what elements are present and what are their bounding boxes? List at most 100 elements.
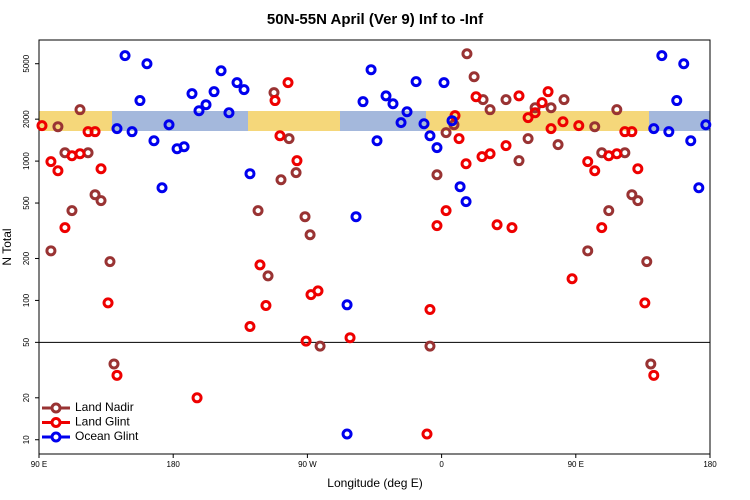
point [678, 58, 690, 70]
point [102, 297, 114, 309]
point [300, 335, 312, 347]
point [274, 130, 286, 142]
point [312, 285, 324, 297]
point [424, 130, 436, 142]
y-tick-label: 2000 [22, 110, 31, 128]
x-tick-label: 90 W [298, 460, 317, 469]
point [244, 320, 256, 332]
point [395, 117, 407, 129]
point [74, 104, 86, 116]
point [141, 58, 153, 70]
point [215, 65, 227, 77]
point [418, 118, 430, 130]
point [252, 205, 264, 217]
point [186, 88, 198, 100]
point [700, 119, 712, 131]
point [484, 148, 496, 160]
point [648, 123, 660, 135]
point [648, 369, 660, 381]
x-tick-label: 180 [167, 460, 181, 469]
point [557, 116, 569, 128]
point [231, 77, 243, 89]
point [611, 148, 623, 160]
point [693, 182, 705, 194]
point [193, 105, 205, 117]
point [66, 205, 78, 217]
point [126, 126, 138, 138]
point [299, 211, 311, 223]
legend-label: Land Glint [75, 415, 130, 429]
point [552, 139, 564, 151]
x-tick-label: 90 E [31, 460, 47, 469]
y-tick-label: 100 [22, 293, 31, 307]
point [656, 50, 668, 62]
point [491, 219, 503, 231]
point [371, 135, 383, 147]
plot-frame [38, 39, 711, 455]
point [529, 107, 541, 119]
point [626, 126, 638, 138]
point [558, 94, 570, 106]
point [513, 155, 525, 167]
point [262, 270, 274, 282]
y-tick-label: 1000 [22, 152, 31, 170]
point [453, 133, 465, 145]
chart-title: 50N-55N April (Ver 9) Inf to -Inf [267, 11, 484, 28]
point [431, 220, 443, 232]
point [431, 169, 443, 181]
point [440, 127, 452, 139]
point [566, 273, 578, 285]
point [52, 121, 64, 133]
point [148, 135, 160, 147]
legend-marker [50, 431, 62, 443]
point [639, 297, 651, 309]
point [410, 76, 422, 88]
point [269, 95, 281, 107]
point [460, 158, 472, 170]
point [341, 428, 353, 440]
y-tick-label: 500 [22, 196, 31, 210]
point [200, 99, 212, 111]
point [223, 107, 235, 119]
point [589, 165, 601, 177]
legend-label: Land Nadir [75, 400, 134, 414]
point [542, 86, 554, 98]
x-tick-label: 180 [703, 460, 717, 469]
point [380, 90, 392, 102]
point [89, 126, 101, 138]
point [589, 121, 601, 133]
y-axis-label: N Total [0, 228, 14, 265]
point [357, 96, 369, 108]
point [163, 119, 175, 131]
point [596, 222, 608, 234]
point [424, 304, 436, 316]
point [208, 86, 220, 98]
point [304, 229, 316, 241]
legend-label: Ocean Glint [75, 429, 139, 443]
x-tick-label: 0 [439, 460, 444, 469]
point [671, 95, 683, 107]
point [119, 50, 131, 62]
point [438, 77, 450, 89]
point [401, 106, 413, 118]
point [626, 189, 638, 201]
point [89, 189, 101, 201]
point [645, 358, 657, 370]
point [260, 299, 272, 311]
point [506, 222, 518, 234]
point [134, 95, 146, 107]
y-tick-label: 10 [22, 435, 31, 444]
point [522, 133, 534, 145]
point [275, 174, 287, 186]
point [545, 123, 557, 135]
point [431, 142, 443, 154]
point [446, 115, 458, 127]
point [74, 148, 86, 160]
point [582, 245, 594, 257]
x-axis-label: Longitude (deg E) [327, 476, 422, 490]
point [468, 71, 480, 83]
point [685, 135, 697, 147]
point [632, 163, 644, 175]
point [111, 123, 123, 135]
